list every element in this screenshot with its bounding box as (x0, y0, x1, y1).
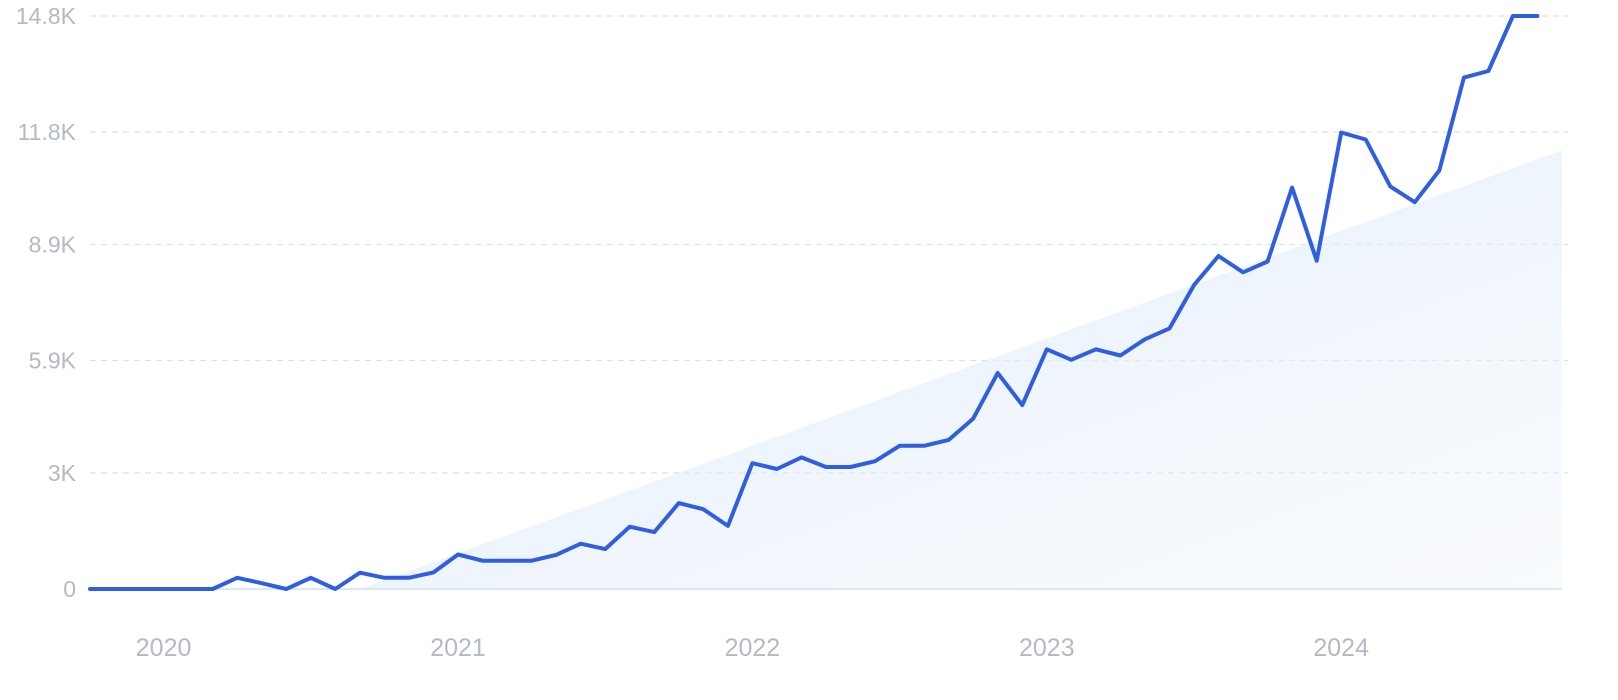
data-point (1364, 138, 1368, 141)
data-point (1241, 270, 1245, 274)
y-tick-label: 14.8K (16, 3, 77, 29)
data-point (382, 576, 386, 580)
data-point (750, 461, 754, 465)
data-point (1511, 14, 1515, 18)
data-point (137, 587, 141, 591)
data-point (800, 455, 803, 459)
data-point (432, 570, 435, 574)
trend-area (359, 150, 1562, 589)
data-point (579, 542, 583, 546)
y-tick-label: 8.9K (29, 231, 77, 257)
data-point (1437, 169, 1441, 172)
data-point (1266, 260, 1270, 263)
data-point (309, 576, 313, 580)
data-point (922, 444, 926, 448)
data-point (1315, 259, 1319, 263)
data-point (358, 571, 362, 575)
data-point (113, 587, 116, 591)
data-point (1339, 131, 1343, 134)
data-point (88, 587, 92, 591)
data-point (873, 459, 877, 463)
data-point (1168, 326, 1171, 330)
data-point (162, 587, 166, 591)
data-point (554, 553, 558, 557)
data-point (481, 559, 484, 563)
data-point (456, 553, 460, 556)
data-point (603, 547, 607, 551)
data-point (284, 587, 288, 591)
data-point (1143, 337, 1147, 341)
y-tick-label: 0 (63, 576, 76, 602)
x-axis-labels: 2020 2021 2022 2023 2024 (136, 634, 1369, 662)
data-point (1536, 14, 1539, 18)
data-point (1388, 184, 1392, 188)
data-point (333, 587, 337, 591)
x-tick-label: 2021 (430, 634, 486, 662)
data-point (1069, 358, 1073, 362)
data-point (628, 525, 632, 529)
data-point (1118, 354, 1122, 357)
data-point (1192, 283, 1196, 287)
data-point (260, 581, 264, 585)
data-point (1290, 186, 1294, 189)
data-point (652, 530, 656, 534)
data-point (407, 576, 411, 580)
y-tick-label: 5.9K (29, 348, 77, 374)
data-point (971, 417, 975, 421)
data-point (1462, 76, 1466, 80)
data-point (505, 559, 509, 563)
data-point (1217, 254, 1220, 258)
data-point (235, 576, 239, 580)
data-points (88, 14, 1539, 591)
data-point (1020, 403, 1024, 407)
data-point (996, 371, 1000, 375)
data-point (898, 444, 902, 448)
y-tick-label: 11.8K (18, 119, 77, 145)
y-tick-label: 3K (48, 460, 77, 486)
data-point (1094, 347, 1098, 351)
x-tick-label: 2023 (1019, 634, 1075, 662)
data-point (726, 524, 730, 528)
x-tick-label: 2022 (725, 634, 781, 662)
y-axis-labels: 0 3K 5.9K 8.9K 11.8K 14.8K (16, 3, 77, 602)
x-tick-label: 2024 (1313, 634, 1369, 662)
data-point (530, 559, 534, 563)
data-point (947, 438, 951, 442)
data-point (677, 501, 681, 505)
data-point (1486, 69, 1490, 73)
x-tick-label: 2020 (136, 634, 192, 662)
series-line (88, 14, 1540, 591)
data-point (701, 507, 705, 511)
data-point (775, 467, 779, 471)
data-point (1413, 200, 1417, 204)
data-point (849, 465, 852, 469)
data-point (211, 587, 215, 591)
data-point (186, 587, 190, 591)
data-point (1045, 347, 1049, 351)
data-point (824, 465, 828, 469)
